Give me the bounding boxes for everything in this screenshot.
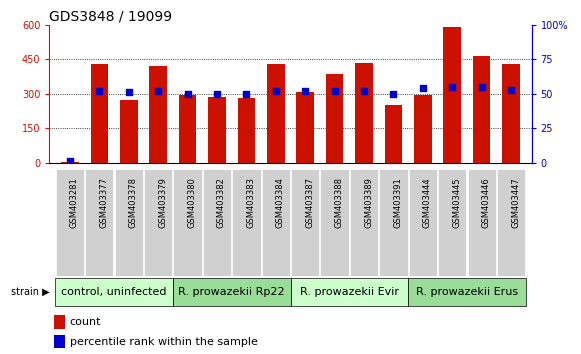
Bar [54,335,65,348]
FancyBboxPatch shape [174,169,202,276]
Text: percentile rank within the sample: percentile rank within the sample [70,337,257,347]
Text: R. prowazekii Evir: R. prowazekii Evir [300,287,399,297]
FancyBboxPatch shape [56,169,84,276]
FancyBboxPatch shape [291,169,320,276]
Bar [502,64,520,163]
Point [153,88,163,94]
Bar [149,66,167,163]
Text: GSM403391: GSM403391 [393,177,403,228]
Point [271,88,281,94]
Bar [179,95,196,163]
Text: GSM403445: GSM403445 [452,177,461,228]
Text: GSM403387: GSM403387 [305,177,314,228]
Bar [267,64,285,163]
Point [418,85,428,91]
Bar [443,27,461,163]
Text: GSM403389: GSM403389 [364,177,373,228]
Text: GDS3848 / 19099: GDS3848 / 19099 [49,10,173,24]
FancyBboxPatch shape [408,169,437,276]
Text: GSM403384: GSM403384 [276,177,285,228]
Text: strain ▶: strain ▶ [11,287,49,297]
Bar [473,56,490,163]
FancyBboxPatch shape [144,169,173,276]
Text: GSM403378: GSM403378 [129,177,138,228]
Point [242,91,251,97]
Point [65,159,74,164]
FancyBboxPatch shape [350,169,378,276]
Point [300,88,310,94]
Text: GSM403377: GSM403377 [99,177,109,228]
Point [124,90,134,95]
Text: GSM403447: GSM403447 [511,177,520,228]
FancyBboxPatch shape [232,169,260,276]
Bar [61,162,79,163]
Text: GSM403281: GSM403281 [70,177,79,228]
FancyBboxPatch shape [261,169,290,276]
Point [447,84,457,90]
Text: control, uninfected: control, uninfected [62,287,167,297]
Bar [414,95,432,163]
Point [183,91,192,97]
Text: count: count [70,317,101,327]
Point [389,91,398,97]
Text: R. prowazekii Erus: R. prowazekii Erus [416,287,518,297]
Bar [355,63,373,163]
Text: R. prowazekii Rp22: R. prowazekii Rp22 [178,287,285,297]
Point [360,88,369,94]
Bar [238,98,255,163]
Bar [296,91,314,163]
Bar [120,99,138,163]
Text: GSM403379: GSM403379 [158,177,167,228]
Text: GSM403446: GSM403446 [482,177,490,228]
FancyBboxPatch shape [173,278,290,306]
FancyBboxPatch shape [408,278,526,306]
FancyBboxPatch shape [379,169,407,276]
FancyBboxPatch shape [290,278,408,306]
Bar [91,64,108,163]
FancyBboxPatch shape [114,169,143,276]
FancyBboxPatch shape [85,169,113,276]
Bar [54,315,65,329]
Bar [326,74,343,163]
Text: GSM403383: GSM403383 [246,177,256,228]
Bar [385,105,402,163]
Point [212,91,221,97]
Point [507,87,516,92]
Text: GSM403388: GSM403388 [335,177,343,228]
FancyBboxPatch shape [55,278,173,306]
Text: GSM403382: GSM403382 [217,177,226,228]
FancyBboxPatch shape [321,169,349,276]
Point [330,88,339,94]
Point [477,84,486,90]
FancyBboxPatch shape [468,169,496,276]
FancyBboxPatch shape [497,169,525,276]
Bar [208,97,226,163]
Point [95,88,104,94]
Text: GSM403380: GSM403380 [188,177,196,228]
FancyBboxPatch shape [438,169,467,276]
FancyBboxPatch shape [203,169,231,276]
Text: GSM403444: GSM403444 [423,177,432,228]
